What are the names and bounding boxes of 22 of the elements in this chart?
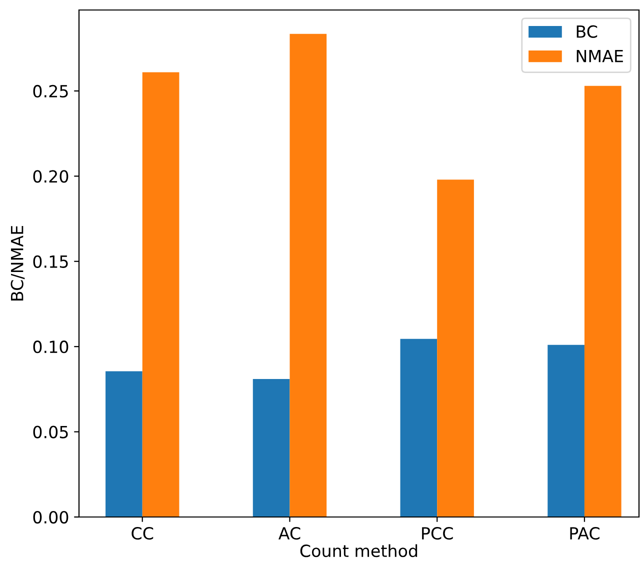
legend-label: BC [576,25,598,38]
bar [437,180,474,517]
bar [290,34,327,517]
x-tick-label: PCC [422,527,453,540]
y-tick-label: 0.20 [33,170,68,183]
x-tick-label: PAC [570,527,600,540]
bar [548,344,584,517]
y-tick-label: 0.05 [33,426,68,438]
y-axis-title: BC/NMAE [10,226,25,300]
y-tick-label: 0.10 [33,340,68,354]
bar [584,86,622,517]
y-tick-label: 0.15 [33,255,68,268]
bar [400,338,438,517]
bar [106,371,142,517]
y-tick-label: 0.00 [33,510,68,524]
bar [142,72,180,517]
x-axis-title: Count method [300,544,418,558]
legend-label: NMAE [576,50,623,62]
x-tick-label: AC [278,527,300,540]
y-tick-label: 0.25 [33,84,68,98]
x-tick-label: CC [132,527,154,540]
bar [252,378,290,517]
